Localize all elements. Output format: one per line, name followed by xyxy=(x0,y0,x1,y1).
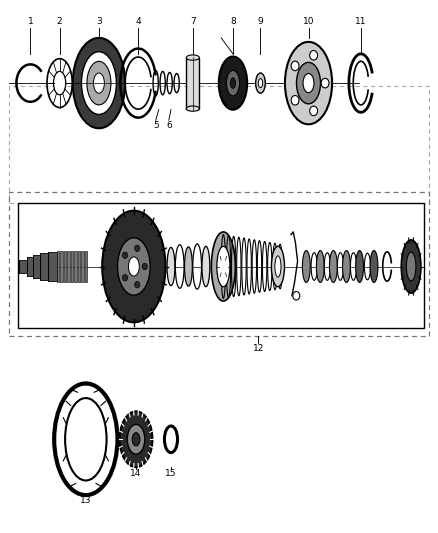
Ellipse shape xyxy=(258,78,263,87)
Circle shape xyxy=(310,51,318,60)
Circle shape xyxy=(134,245,140,252)
Bar xyxy=(9,192,429,336)
Ellipse shape xyxy=(329,251,337,282)
Text: 6: 6 xyxy=(166,121,172,130)
Ellipse shape xyxy=(93,73,104,93)
Ellipse shape xyxy=(128,257,139,276)
Ellipse shape xyxy=(87,61,111,105)
Ellipse shape xyxy=(53,71,66,95)
Ellipse shape xyxy=(275,256,281,277)
Ellipse shape xyxy=(285,42,332,124)
Text: 5: 5 xyxy=(153,121,159,130)
Ellipse shape xyxy=(303,74,314,93)
Text: 12: 12 xyxy=(253,344,264,353)
Bar xyxy=(67,251,70,282)
Ellipse shape xyxy=(343,251,350,282)
Ellipse shape xyxy=(401,240,421,293)
Bar xyxy=(33,255,40,278)
Bar xyxy=(27,257,33,276)
Bar xyxy=(60,251,63,282)
Text: 3: 3 xyxy=(96,18,102,27)
Ellipse shape xyxy=(230,78,236,88)
Ellipse shape xyxy=(73,38,125,128)
Text: 11: 11 xyxy=(355,18,367,27)
Ellipse shape xyxy=(117,238,150,295)
Bar xyxy=(81,251,84,282)
Circle shape xyxy=(291,95,299,105)
Text: 9: 9 xyxy=(258,18,263,27)
Ellipse shape xyxy=(219,56,247,110)
Circle shape xyxy=(122,274,127,281)
Bar xyxy=(19,260,27,273)
Ellipse shape xyxy=(302,251,310,282)
Text: 13: 13 xyxy=(80,496,92,505)
Ellipse shape xyxy=(212,232,235,301)
Ellipse shape xyxy=(316,251,324,282)
Text: 8: 8 xyxy=(230,18,236,27)
Ellipse shape xyxy=(186,55,199,60)
Circle shape xyxy=(293,292,300,300)
Ellipse shape xyxy=(184,247,192,286)
Ellipse shape xyxy=(120,411,152,467)
Text: 7: 7 xyxy=(190,18,196,27)
Circle shape xyxy=(134,281,140,288)
Bar xyxy=(85,251,87,282)
Bar xyxy=(9,86,429,203)
Bar xyxy=(40,253,48,280)
Text: 1: 1 xyxy=(28,18,33,27)
Ellipse shape xyxy=(256,73,265,93)
Ellipse shape xyxy=(370,251,378,282)
Ellipse shape xyxy=(65,398,106,480)
Circle shape xyxy=(122,252,127,259)
Circle shape xyxy=(142,263,148,270)
Ellipse shape xyxy=(202,246,210,287)
Text: 10: 10 xyxy=(303,18,314,27)
Bar xyxy=(57,251,59,282)
Text: 14: 14 xyxy=(131,470,142,478)
Bar xyxy=(64,251,66,282)
Ellipse shape xyxy=(217,246,230,287)
Ellipse shape xyxy=(102,211,166,322)
Bar xyxy=(71,251,73,282)
Ellipse shape xyxy=(226,70,240,96)
Bar xyxy=(48,252,57,281)
Ellipse shape xyxy=(127,424,145,454)
Text: 4: 4 xyxy=(135,18,141,27)
Ellipse shape xyxy=(167,247,175,286)
Ellipse shape xyxy=(272,246,285,287)
Text: 15: 15 xyxy=(165,470,177,478)
Ellipse shape xyxy=(186,106,199,111)
Circle shape xyxy=(321,78,329,88)
Bar xyxy=(74,251,77,282)
Bar xyxy=(186,58,199,109)
Ellipse shape xyxy=(356,251,364,282)
Text: 2: 2 xyxy=(57,18,63,27)
Ellipse shape xyxy=(297,62,321,104)
Ellipse shape xyxy=(132,433,140,446)
Bar xyxy=(18,203,424,328)
Ellipse shape xyxy=(81,52,117,115)
Ellipse shape xyxy=(406,252,416,281)
Circle shape xyxy=(310,106,318,116)
Circle shape xyxy=(291,61,299,71)
Bar xyxy=(78,251,80,282)
